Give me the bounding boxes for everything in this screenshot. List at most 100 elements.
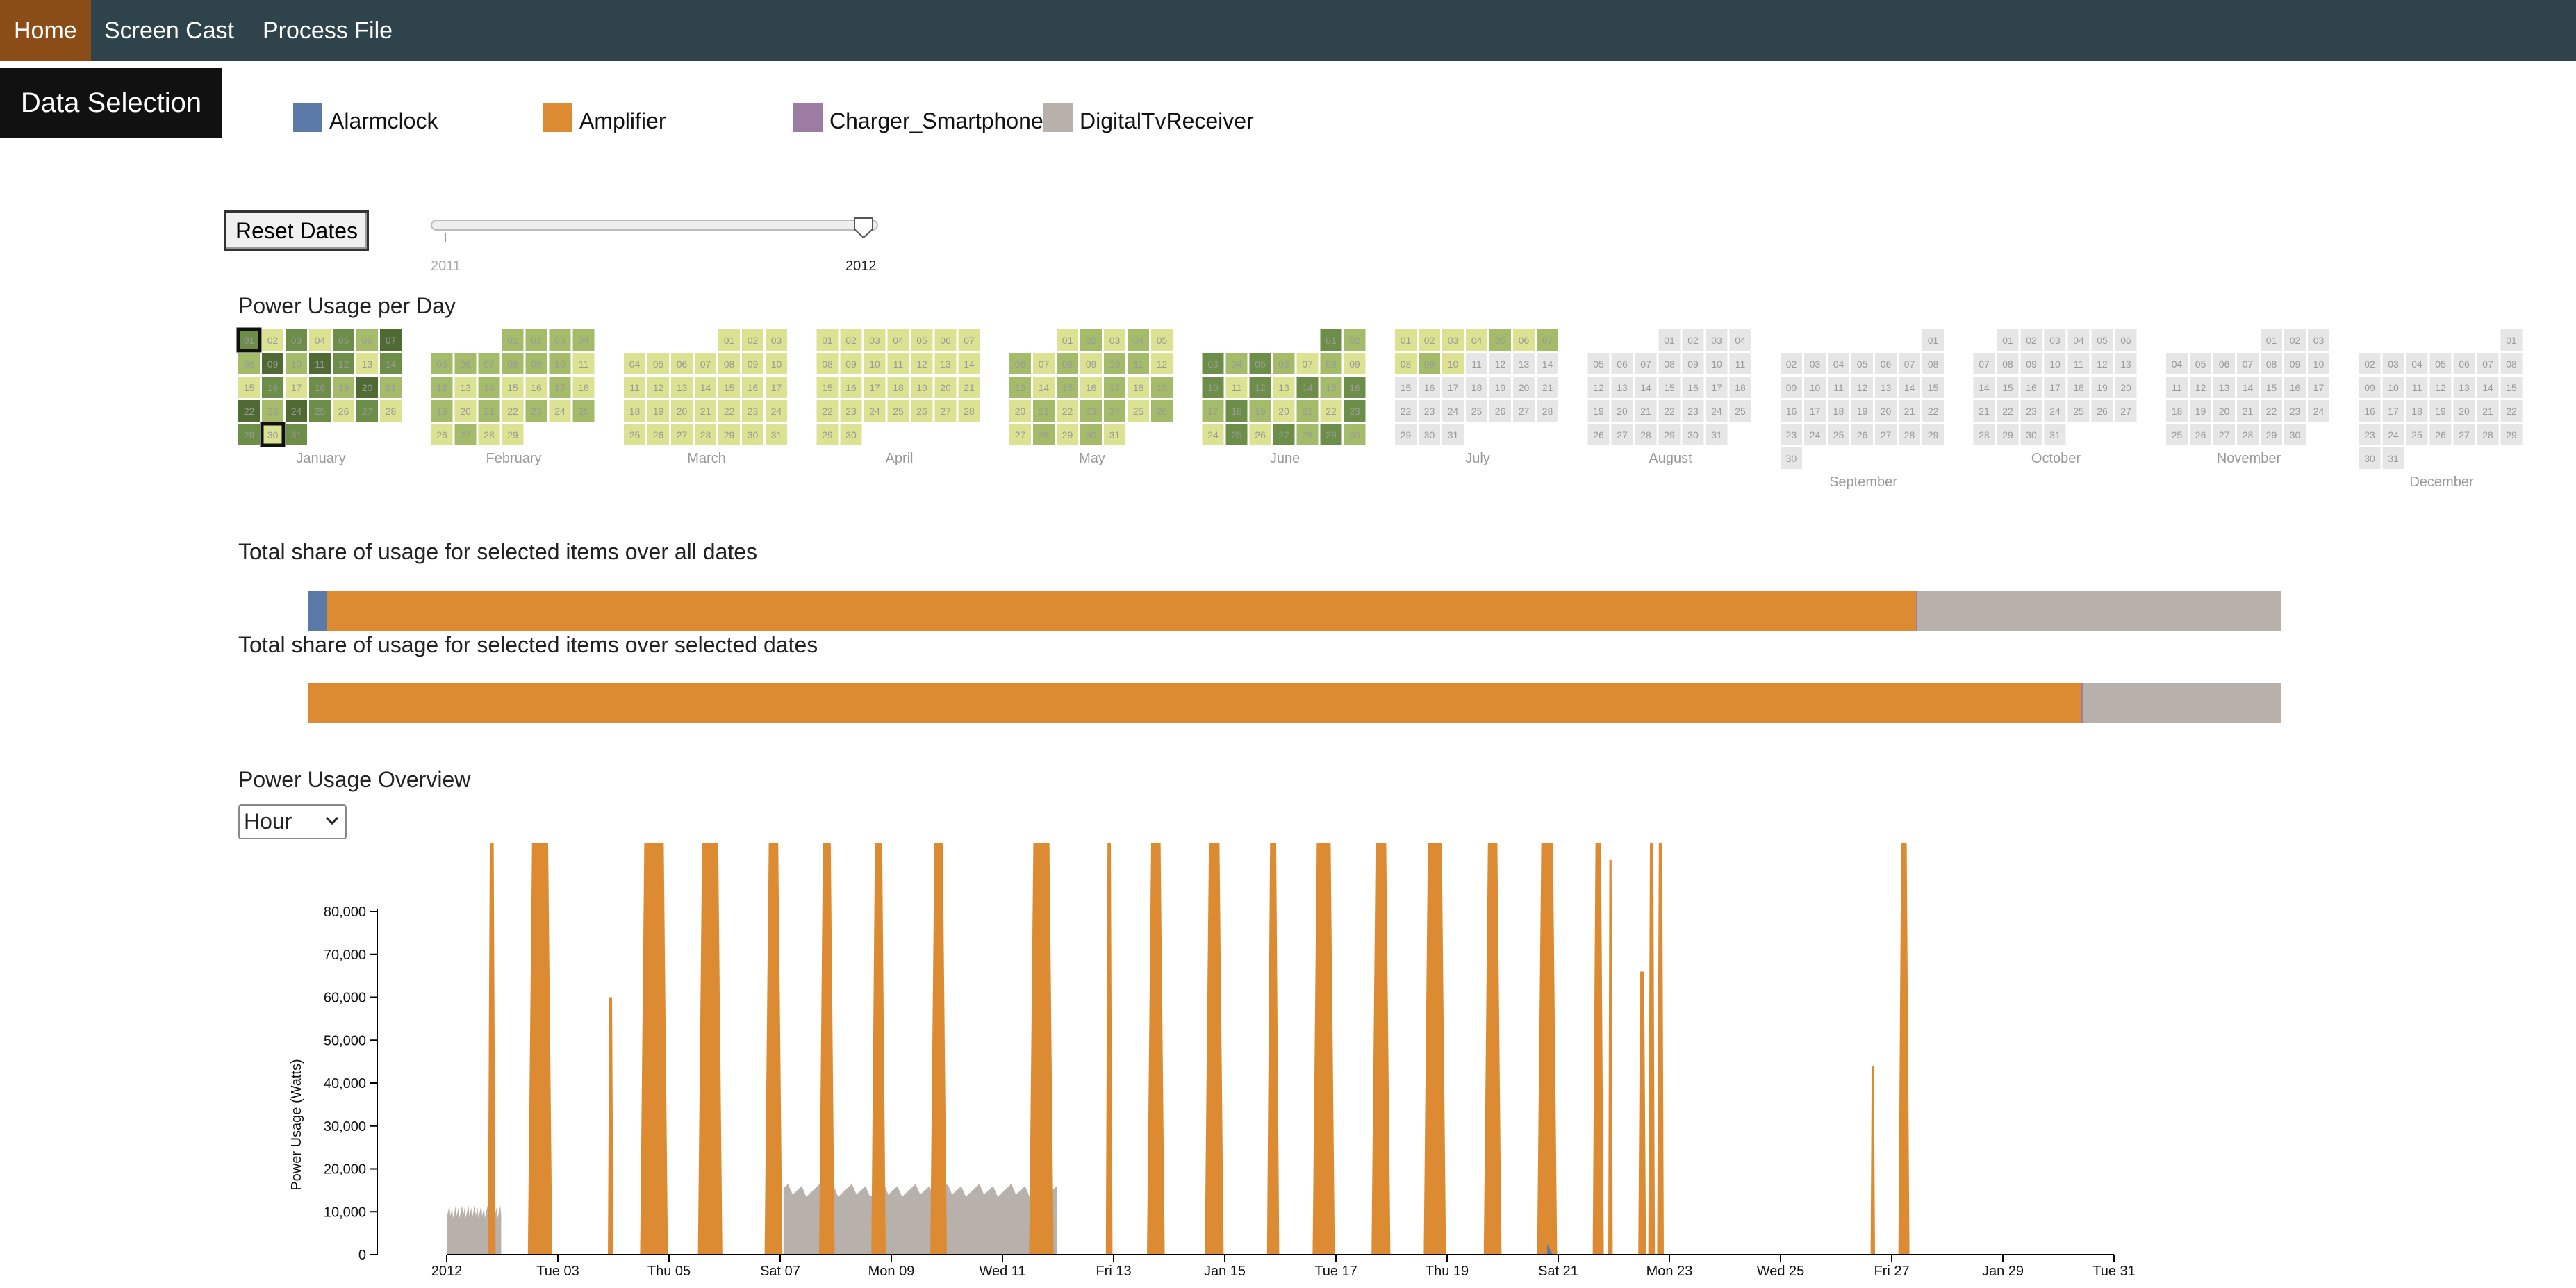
- calendar-day[interactable]: [816, 377, 839, 398]
- calendar-day[interactable]: [431, 353, 453, 374]
- calendar-day[interactable]: [1033, 377, 1055, 398]
- calendar-day[interactable]: [1419, 400, 1440, 422]
- calendar-day[interactable]: [1033, 400, 1055, 422]
- calendar-day[interactable]: [647, 400, 669, 422]
- calendar-day[interactable]: [2359, 377, 2381, 398]
- calendar-day[interactable]: [1344, 400, 1366, 422]
- calendar-day[interactable]: [356, 400, 378, 422]
- calendar-day[interactable]: [549, 329, 571, 351]
- calendar-day[interactable]: [2237, 353, 2259, 374]
- calendar-day[interactable]: [647, 377, 669, 398]
- calendar-day[interactable]: [1537, 329, 1558, 351]
- calendar-day[interactable]: [1320, 424, 1342, 445]
- calendar-day[interactable]: [1273, 424, 1295, 445]
- calendar-day[interactable]: [1729, 353, 1751, 374]
- calendar-day[interactable]: [2261, 353, 2282, 374]
- calendar-day[interactable]: [1151, 329, 1173, 351]
- calendar-day[interactable]: [2237, 400, 2259, 422]
- calendar-day[interactable]: [1057, 353, 1078, 374]
- calendar-day[interactable]: [525, 329, 547, 351]
- calendar-day[interactable]: [1320, 400, 1342, 422]
- calendar-day[interactable]: [1009, 377, 1031, 398]
- calendar-day[interactable]: [454, 353, 477, 374]
- calendar-day[interactable]: [478, 353, 500, 374]
- calendar-day[interactable]: [2453, 353, 2475, 374]
- calendar-day[interactable]: [911, 329, 933, 351]
- calendar-day[interactable]: [262, 329, 283, 351]
- calendar-day[interactable]: [887, 377, 909, 398]
- calendar-day[interactable]: [2429, 424, 2452, 445]
- calendar-day[interactable]: [2020, 424, 2042, 445]
- calendar-day[interactable]: [1009, 400, 1031, 422]
- calendar-day[interactable]: [1537, 377, 1558, 398]
- calendar-day[interactable]: [840, 400, 862, 422]
- calendar-day[interactable]: [2166, 424, 2188, 445]
- calendar-day[interactable]: [1249, 400, 1271, 422]
- calendar-day[interactable]: [1225, 400, 1248, 422]
- calendar-day[interactable]: [911, 400, 933, 422]
- calendar-day[interactable]: [934, 353, 957, 374]
- calendar-day[interactable]: [1080, 353, 1102, 374]
- calendar-day[interactable]: [2308, 400, 2329, 422]
- calendar-day[interactable]: [2190, 424, 2211, 445]
- share-segment[interactable]: [2081, 683, 2083, 723]
- calendar-day[interactable]: [2115, 329, 2137, 351]
- calendar-day[interactable]: [572, 377, 595, 398]
- year-slider-track[interactable]: [431, 220, 878, 231]
- calendar-day[interactable]: [1781, 400, 1802, 422]
- calendar-day[interactable]: [2213, 424, 2235, 445]
- calendar-day[interactable]: [2382, 400, 2404, 422]
- calendar-day[interactable]: [1828, 377, 1849, 398]
- calendar-day[interactable]: [1635, 424, 1657, 445]
- calendar-day[interactable]: [1875, 424, 1897, 445]
- calendar-day[interactable]: [2406, 400, 2428, 422]
- calendar-day[interactable]: [1682, 353, 1704, 374]
- share-segment[interactable]: [327, 591, 1916, 631]
- calendar-day[interactable]: [742, 400, 763, 422]
- calendar-day[interactable]: [2429, 353, 2452, 374]
- calendar-day[interactable]: [647, 353, 669, 374]
- calendar-day[interactable]: [2067, 400, 2090, 422]
- calendar-day[interactable]: [1973, 377, 1995, 398]
- calendar-day[interactable]: [1202, 400, 1224, 422]
- calendar-day[interactable]: [2308, 377, 2329, 398]
- calendar-day[interactable]: [2359, 447, 2381, 469]
- calendar-day[interactable]: [238, 353, 260, 374]
- calendar-day[interactable]: [840, 353, 862, 374]
- calendar-day[interactable]: [1587, 424, 1610, 445]
- calendar-day[interactable]: [718, 329, 740, 351]
- calendar-day[interactable]: [1513, 400, 1535, 422]
- calendar-day[interactable]: [1128, 377, 1149, 398]
- calendar-day[interactable]: [1273, 400, 1295, 422]
- calendar-day[interactable]: [2067, 377, 2090, 398]
- calendar-day[interactable]: [718, 353, 740, 374]
- calendar-day[interactable]: [695, 400, 716, 422]
- calendar-day[interactable]: [695, 377, 716, 398]
- calendar-day[interactable]: [1419, 424, 1440, 445]
- calendar-day[interactable]: [2115, 353, 2137, 374]
- calendar-day[interactable]: [624, 424, 645, 445]
- calendar-day[interactable]: [2429, 377, 2452, 398]
- calendar-day[interactable]: [1442, 377, 1464, 398]
- calendar-day[interactable]: [1466, 377, 1487, 398]
- calendar-day[interactable]: [887, 353, 909, 374]
- calendar-day[interactable]: [1057, 400, 1078, 422]
- calendar-day[interactable]: [887, 400, 909, 422]
- calendar-day[interactable]: [2406, 424, 2428, 445]
- calendar-day[interactable]: [1249, 353, 1271, 374]
- calendar-day[interactable]: [502, 400, 524, 422]
- calendar-day[interactable]: [2044, 329, 2066, 351]
- calendar-day[interactable]: [2308, 353, 2329, 374]
- calendar-day[interactable]: [286, 400, 307, 422]
- calendar-day[interactable]: [2477, 377, 2499, 398]
- calendar-day[interactable]: [1922, 377, 1944, 398]
- calendar-day[interactable]: [1875, 400, 1897, 422]
- calendar-day[interactable]: [1851, 377, 1873, 398]
- calendar-day[interactable]: [695, 424, 716, 445]
- calendar-day[interactable]: [1997, 424, 2019, 445]
- calendar-day[interactable]: [1682, 377, 1704, 398]
- calendar-day[interactable]: [742, 424, 763, 445]
- calendar-day[interactable]: [2382, 353, 2404, 374]
- calendar-day[interactable]: [958, 377, 980, 398]
- calendar-day[interactable]: [718, 377, 740, 398]
